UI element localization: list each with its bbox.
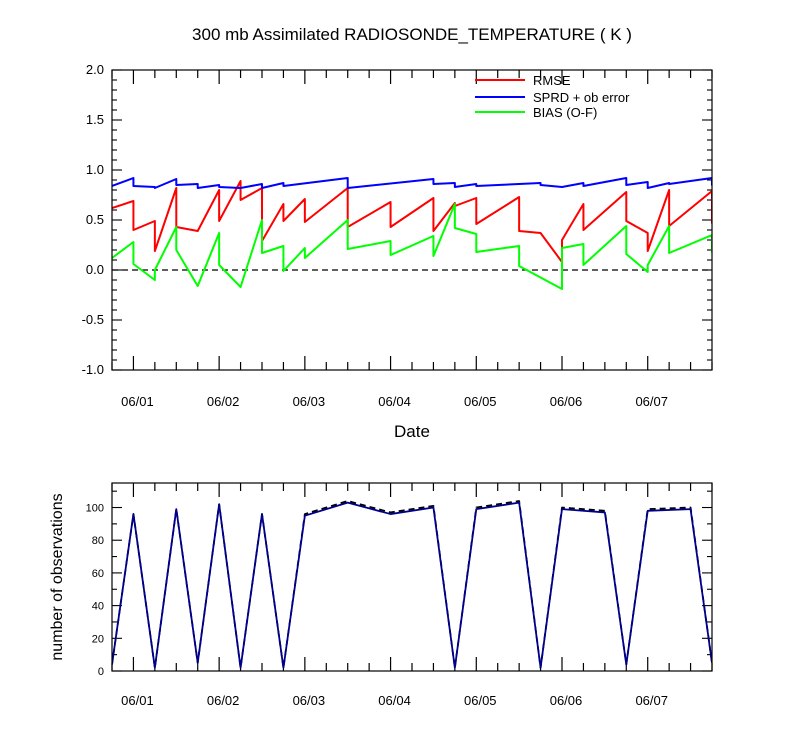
top-ytick-label: -0.5 [82,312,104,327]
top-xtick-label: 06/02 [207,394,240,409]
bottom-ytick-label: 80 [92,535,104,547]
top-ytick-label: 2.0 [86,62,104,77]
bottom-xtick-label: 06/06 [550,693,583,708]
bottom-y-tick-labels: 0 20 40 60 80 100 [86,503,104,678]
bottom-series-1 [112,501,712,669]
top-xtick-label: 06/01 [121,394,154,409]
top-axis-ticks [111,69,713,371]
top-plot-frame [111,69,713,371]
bottom-series-lines [112,500,712,669]
top-series-lines [112,177,712,290]
top-xtick-label: 06/04 [378,394,411,409]
bottom-series-0 [112,500,712,669]
bottom-xtick-label: 06/04 [378,693,411,708]
top-series-0 [112,180,712,263]
top-xtick-label: 06/06 [550,394,583,409]
top-ytick-label: 0.5 [86,212,104,227]
bottom-xtick-label: 06/01 [121,693,154,708]
bottom-y-axis-label: number of observations [49,493,66,660]
bottom-xtick-label: 06/07 [635,693,668,708]
legend-bias-label: BIAS (O-F) [533,105,597,120]
bottom-xtick-label: 06/05 [464,693,497,708]
top-y-tick-labels: -1.0 -0.5 0.0 0.5 1.0 1.5 2.0 [82,62,104,377]
legend-rmse-label: RMSE [533,73,571,88]
bottom-ytick-label: 0 [98,666,104,678]
top-ytick-label: 1.0 [86,162,104,177]
bottom-plot-frame [111,482,713,672]
bottom-ytick-label: 20 [92,633,104,645]
top-xtick-label: 06/05 [464,394,497,409]
top-ytick-label: 1.5 [86,112,104,127]
bottom-ytick-label: 40 [92,601,104,613]
legend: RMSE SPRD + ob error BIAS (O-F) [475,73,630,120]
top-x-tick-labels: 06/01 06/02 06/03 06/04 06/05 06/06 06/07 [121,394,668,409]
bottom-ytick-label: 60 [92,568,104,580]
top-xtick-label: 06/07 [635,394,668,409]
top-x-axis-label: Date [394,422,430,441]
top-series-1 [112,177,712,189]
bottom-ytick-label: 100 [86,503,104,515]
top-series-2 [112,203,712,290]
top-xtick-label: 06/03 [293,394,326,409]
top-ytick-label: 0.0 [86,262,104,277]
legend-sprd-label: SPRD + ob error [533,90,630,105]
bottom-x-tick-labels: 06/01 06/02 06/03 06/04 06/05 06/06 06/07 [121,693,668,708]
bottom-xtick-label: 06/03 [293,693,326,708]
top-chart-title: 300 mb Assimilated RADIOSONDE_TEMPERATUR… [192,25,632,44]
top-ytick-label: -1.0 [82,362,104,377]
bottom-xtick-label: 06/02 [207,693,240,708]
